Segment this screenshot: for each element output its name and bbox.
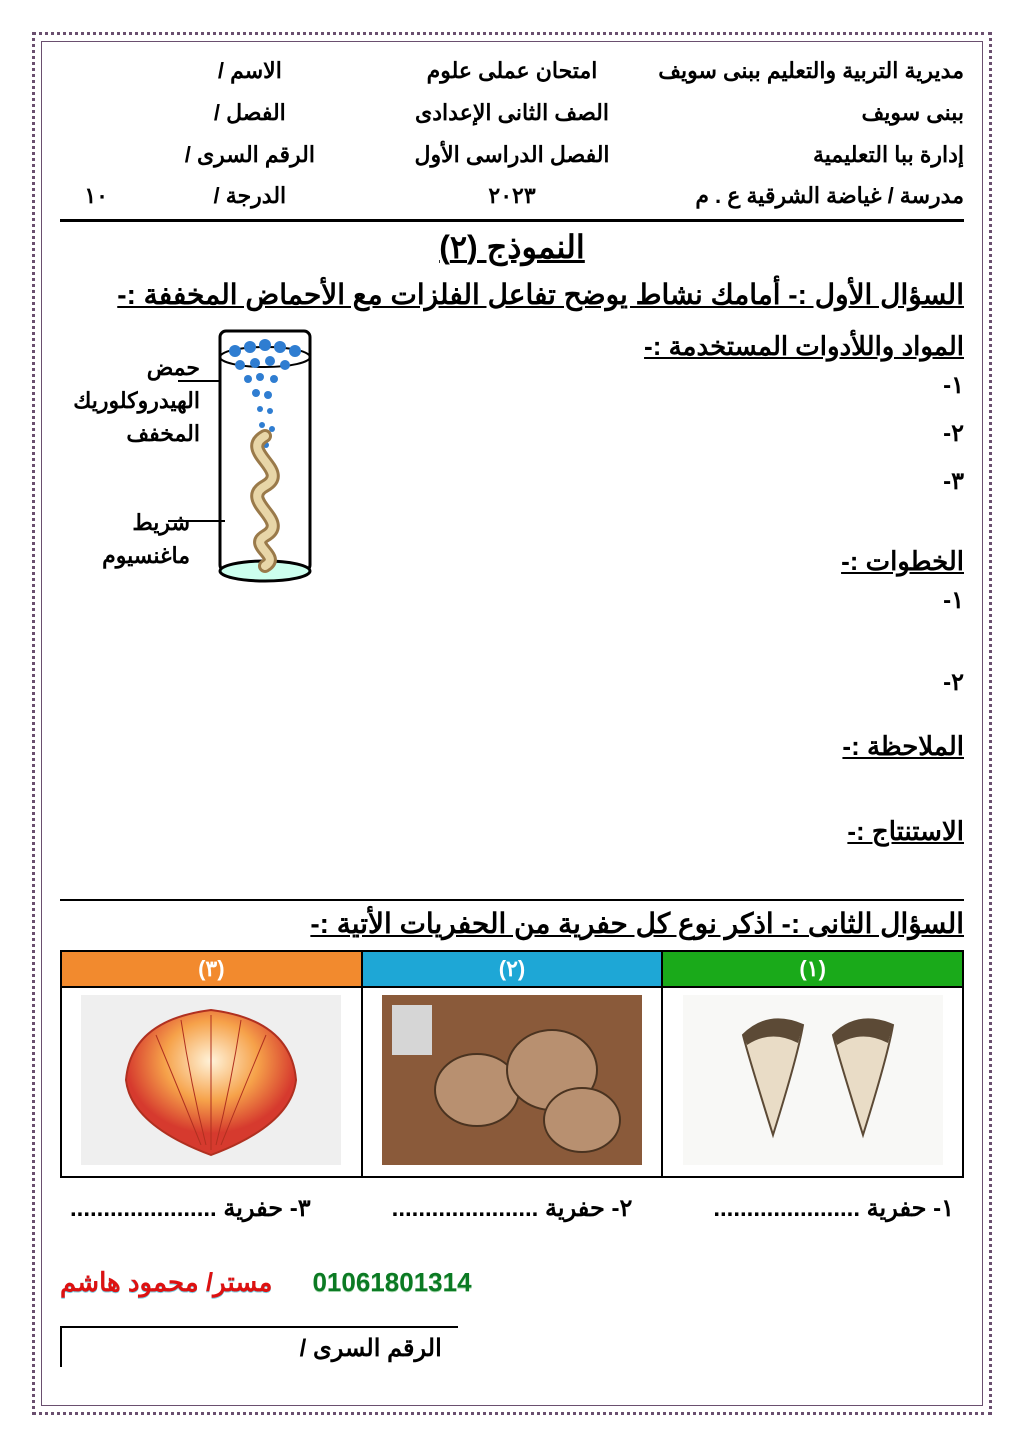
fossil-cell-3 bbox=[61, 987, 362, 1177]
fossil-hdr-1: (١) bbox=[662, 951, 963, 987]
fossil-cell-2 bbox=[362, 987, 663, 1177]
mat-1: ١- bbox=[404, 362, 964, 410]
header-row-1: مديرية التربية والتعليم ببنى سويف امتحان… bbox=[60, 50, 964, 92]
hdr-mid-1: امتحان عملى علوم bbox=[367, 50, 656, 92]
observation-title: الملاحظة :- bbox=[60, 731, 964, 762]
teeth-icon bbox=[683, 995, 943, 1165]
q1-title: السؤال الأول :- أمامك نشاط يوضح تفاعل ال… bbox=[60, 278, 964, 311]
ans-1: ١- حفرية ...................... bbox=[713, 1194, 954, 1223]
ans-3: ٣- حفرية ...................... bbox=[70, 1194, 311, 1223]
acid-label-3: المخفف bbox=[70, 417, 200, 450]
hdr-left-1: الاسم / bbox=[132, 50, 367, 92]
mat-3: ٣- bbox=[404, 458, 964, 506]
conclusion-title: الاستنتاج :- bbox=[60, 816, 964, 847]
header-row-4: مدرسة / غياضة الشرقية ع . م ٢٠٢٣ الدرجة … bbox=[60, 175, 964, 217]
fossil-hdr-3: (٣) bbox=[61, 951, 362, 987]
ans-2: ٢- حفرية ...................... bbox=[392, 1194, 633, 1223]
shell-icon bbox=[81, 995, 341, 1165]
hdr-right-1: مديرية التربية والتعليم ببنى سويف bbox=[657, 50, 964, 92]
step-2: ٢- bbox=[404, 659, 964, 707]
q-divider bbox=[60, 899, 964, 901]
q2-title: السؤال الثانى :- اذكر نوع كل حفرية من ال… bbox=[60, 907, 964, 940]
answers-row: ١- حفرية ...................... ٢- حفرية… bbox=[60, 1194, 964, 1223]
acid-label-1: حمض bbox=[70, 351, 200, 384]
header-row-2: ببنى سويف الصف الثانى الإعدادى الفصل / bbox=[60, 92, 964, 134]
teacher-phone: 01061801314 bbox=[312, 1267, 471, 1298]
footer-row: مستر/ محمود هاشم 01061801314 bbox=[60, 1267, 964, 1298]
mg-label: شريط ماغنسيوم bbox=[50, 506, 190, 572]
step-1: ١- bbox=[404, 577, 964, 625]
model-title: النموذج (٢) bbox=[60, 228, 964, 266]
beaker-figure: حمض الهيدروكلوريك المخفف شريط ماغنسيوم bbox=[60, 321, 360, 601]
fossil-hdr-2: (٢) bbox=[362, 951, 663, 987]
grade-value: ١٠ bbox=[60, 175, 132, 217]
steps-title: الخطوات :- bbox=[404, 546, 964, 577]
mat-2: ٢- bbox=[404, 410, 964, 458]
acid-label-2: الهيدروكلوريك bbox=[70, 384, 200, 417]
header-row-3: إدارة ببا التعليمية الفصل الدراسى الأول … bbox=[60, 134, 964, 176]
secret-number: الرقم السرى / bbox=[60, 1326, 458, 1367]
eggs-icon bbox=[382, 995, 642, 1165]
header-divider bbox=[60, 219, 964, 222]
materials-title: المواد واللأدوات المستخدمة :- bbox=[404, 331, 964, 362]
fossil-cell-1 bbox=[662, 987, 963, 1177]
fossils-table: (١) (٢) (٣) bbox=[60, 950, 964, 1178]
teacher-credit: مستر/ محمود هاشم bbox=[60, 1267, 272, 1298]
